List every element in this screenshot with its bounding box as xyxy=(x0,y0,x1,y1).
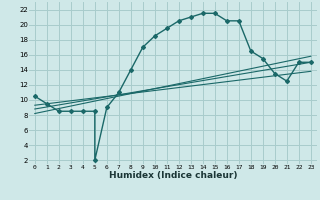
X-axis label: Humidex (Indice chaleur): Humidex (Indice chaleur) xyxy=(108,171,237,180)
